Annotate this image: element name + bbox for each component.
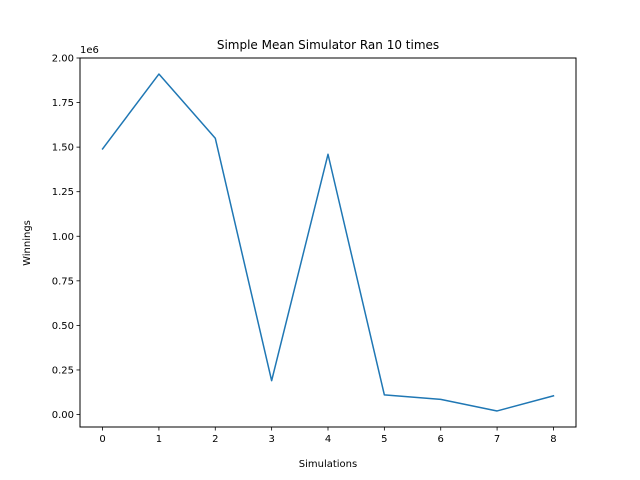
x-tick-label: 1 [156, 434, 162, 445]
x-tick-label: 7 [494, 434, 500, 445]
y-tick-label: 0.75 [52, 276, 74, 287]
series-line [101, 73, 555, 412]
y-tick-label: 0.00 [52, 410, 74, 421]
y-tick-label: 0.25 [52, 365, 74, 376]
x-tick-label: 4 [325, 434, 331, 445]
axis-ticks: 0 1 2 3 4 5 6 7 8 0.00 0.25 0.50 0.75 1.00 1.25 1.50 1.7… [52, 54, 557, 446]
plot-frame [79, 57, 577, 428]
x-tick-label: 3 [268, 434, 274, 445]
x-axis-label: Simulations [299, 459, 357, 470]
x-tick-label: 8 [550, 434, 556, 445]
x-tick-label: 6 [438, 434, 444, 445]
y-tick-label: 0.50 [52, 321, 74, 332]
y-tick-label: 1.00 [52, 232, 74, 243]
y-axis-label: Winnings [22, 220, 33, 266]
y-tick-label: 1.75 [52, 98, 74, 109]
y-tick-label: 2.00 [52, 54, 74, 65]
y-tick-label: 1.50 [52, 143, 74, 154]
data-series [101, 73, 555, 412]
x-tick-label: 0 [99, 434, 105, 445]
chart-title: Simple Mean Simulator Ran 10 times [217, 38, 439, 52]
y-tick-label: 1.25 [52, 187, 74, 198]
x-tick-label: 5 [381, 434, 387, 445]
y-offset-label: 1e6 [80, 45, 99, 56]
x-tick-label: 2 [212, 434, 218, 445]
